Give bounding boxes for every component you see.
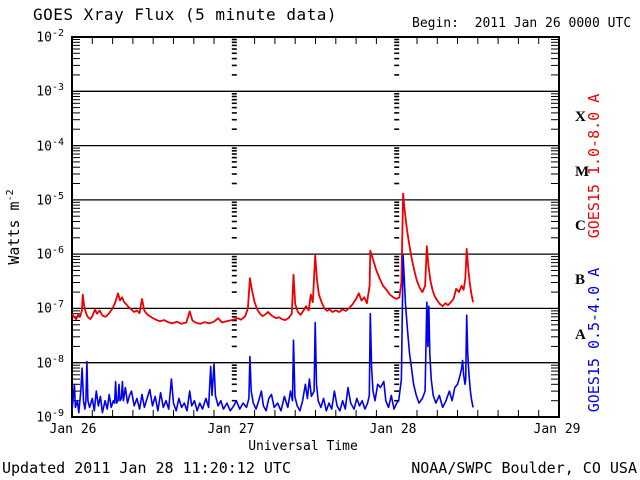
legend-short-channel: GOES15 0.5-4.0 A [585, 267, 603, 413]
flare-class-x: X [575, 109, 586, 126]
y-axis-label-10e-6: 10-6 [36, 245, 64, 263]
y-axis-label-10e-8: 10-8 [36, 353, 64, 372]
flare-class-c: C [575, 218, 586, 234]
begin-time-label: Begin: 2011 Jan 26 0000 UTC [412, 16, 632, 31]
y-axis-title-base: Watts m [5, 201, 23, 265]
x-tick-jan28: Jan 28 [369, 422, 417, 437]
chart-title: GOES Xray Flux (5 minute data) [33, 5, 337, 24]
y-axis-label-10e-5: 10-5 [36, 190, 64, 209]
flare-class-b: B [575, 272, 586, 289]
flare-class-a: A [575, 326, 586, 343]
y-axis-label-10e-2: 10-2 [36, 28, 64, 46]
flare-class-m: M [575, 163, 590, 180]
x-tick-jan27: Jan 27 [207, 422, 255, 437]
x-axis-title: Universal Time [248, 439, 358, 454]
x-tick-jan26: Jan 26 [49, 422, 97, 437]
short-channel-trace [71, 254, 474, 414]
y-axis-label-10e-7: 10-7 [36, 299, 64, 317]
long-channel-trace [71, 192, 474, 325]
y-axis-label-10e-9: 10-9 [36, 408, 64, 426]
y-axis-label-10e-4: 10-4 [36, 136, 64, 154]
y-axis-label-10e-3: 10-3 [36, 82, 64, 100]
updated-timestamp: Updated 2011 Jan 28 11:20:12 UTC [2, 459, 291, 477]
x-tick-jan29: Jan 29 [533, 422, 581, 437]
y-axis-title: Watts m-2 [5, 189, 23, 264]
y-axis-title-exponent: -2 [5, 189, 16, 202]
credit-label: NOAA/SWPC Boulder, CO USA [411, 459, 637, 477]
